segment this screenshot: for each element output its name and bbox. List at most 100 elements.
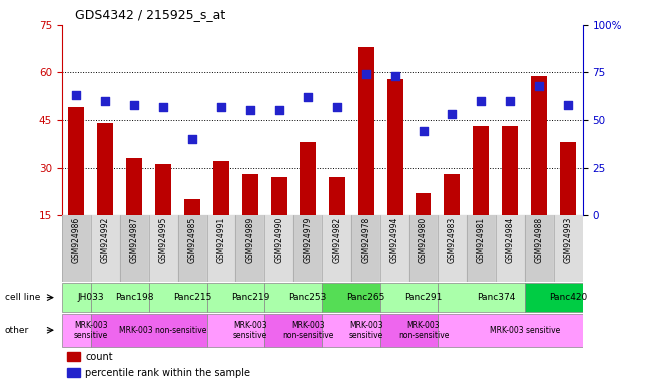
Bar <box>178 215 206 282</box>
Bar <box>531 76 547 263</box>
Bar <box>90 283 148 312</box>
Bar <box>97 123 113 263</box>
Text: GSM924985: GSM924985 <box>187 217 197 263</box>
Text: GSM924986: GSM924986 <box>72 217 81 263</box>
Text: GSM924993: GSM924993 <box>564 217 573 263</box>
Point <box>505 98 516 104</box>
Bar <box>67 368 80 377</box>
Text: GSM924987: GSM924987 <box>130 217 139 263</box>
Bar <box>467 215 496 282</box>
Bar <box>264 314 322 347</box>
Bar <box>62 283 90 312</box>
Bar <box>387 79 402 263</box>
Bar <box>496 215 525 282</box>
Bar <box>357 47 374 263</box>
Text: GDS4342 / 215925_s_at: GDS4342 / 215925_s_at <box>75 8 225 21</box>
Text: MRK-003
sensitive: MRK-003 sensitive <box>74 321 108 340</box>
Bar <box>236 215 264 282</box>
Point <box>331 104 342 110</box>
Point <box>100 98 111 104</box>
Bar <box>271 177 287 263</box>
Bar <box>415 193 432 263</box>
Bar <box>322 215 351 282</box>
Bar <box>561 142 576 263</box>
Text: other: other <box>5 326 29 335</box>
Text: MRK-003 non-sensitive: MRK-003 non-sensitive <box>119 326 207 335</box>
Text: GSM924995: GSM924995 <box>159 217 167 263</box>
Text: MRK-003
sensitive: MRK-003 sensitive <box>348 321 383 340</box>
Point <box>534 83 544 89</box>
Bar <box>90 314 206 347</box>
Bar <box>351 215 380 282</box>
Bar <box>473 126 490 263</box>
Point <box>245 108 255 114</box>
Text: GSM924978: GSM924978 <box>361 217 370 263</box>
Point <box>476 98 486 104</box>
Bar <box>264 283 322 312</box>
Bar <box>329 177 344 263</box>
Point <box>187 136 197 142</box>
Text: cell line: cell line <box>5 293 40 302</box>
Text: MRK-003
non-sensitive: MRK-003 non-sensitive <box>398 321 449 340</box>
Bar <box>213 161 229 263</box>
Text: Panc291: Panc291 <box>404 293 443 302</box>
Text: Panc219: Panc219 <box>230 293 269 302</box>
Text: JH033: JH033 <box>77 293 104 302</box>
Point <box>215 104 226 110</box>
Bar <box>62 215 90 282</box>
Bar <box>155 164 171 263</box>
Bar <box>300 142 316 263</box>
Bar <box>294 215 322 282</box>
Bar <box>445 174 460 263</box>
Text: GSM924980: GSM924980 <box>419 217 428 263</box>
Bar <box>242 174 258 263</box>
Bar <box>148 283 206 312</box>
Text: percentile rank within the sample: percentile rank within the sample <box>85 368 250 378</box>
Text: Panc374: Panc374 <box>477 293 515 302</box>
Bar <box>409 215 438 282</box>
Bar <box>206 314 264 347</box>
Bar <box>206 215 236 282</box>
Bar <box>438 314 583 347</box>
Bar <box>184 199 200 263</box>
Point <box>389 73 400 79</box>
Bar <box>525 215 554 282</box>
Bar <box>380 215 409 282</box>
Bar <box>120 215 148 282</box>
Text: GSM924994: GSM924994 <box>390 217 399 263</box>
Text: GSM924983: GSM924983 <box>448 217 457 263</box>
Point <box>563 102 574 108</box>
Text: GSM924992: GSM924992 <box>101 217 110 263</box>
Bar <box>380 283 438 312</box>
Point <box>303 94 313 100</box>
Point <box>447 111 458 118</box>
Bar <box>438 283 525 312</box>
Bar <box>322 314 380 347</box>
Point <box>419 128 429 134</box>
Bar <box>126 158 142 263</box>
Bar <box>62 314 90 347</box>
Bar <box>525 283 583 312</box>
Bar <box>503 126 518 263</box>
Text: GSM924991: GSM924991 <box>217 217 225 263</box>
Text: GSM924982: GSM924982 <box>332 217 341 263</box>
Bar <box>68 107 84 263</box>
Text: GSM924989: GSM924989 <box>245 217 255 263</box>
Text: GSM924979: GSM924979 <box>303 217 312 263</box>
Bar <box>264 215 294 282</box>
Text: Panc253: Panc253 <box>288 293 327 302</box>
Bar <box>148 215 178 282</box>
Text: MRK-003
sensitive: MRK-003 sensitive <box>233 321 267 340</box>
Text: GSM924988: GSM924988 <box>534 217 544 263</box>
Text: Panc198: Panc198 <box>115 293 154 302</box>
Point <box>158 104 169 110</box>
Text: count: count <box>85 352 113 362</box>
Bar <box>67 352 80 361</box>
Point <box>273 108 284 114</box>
Bar <box>554 215 583 282</box>
Bar <box>380 314 438 347</box>
Bar <box>206 283 264 312</box>
Text: MRK-003
non-sensitive: MRK-003 non-sensitive <box>282 321 333 340</box>
Text: GSM924990: GSM924990 <box>274 217 283 263</box>
Text: Panc420: Panc420 <box>549 293 587 302</box>
